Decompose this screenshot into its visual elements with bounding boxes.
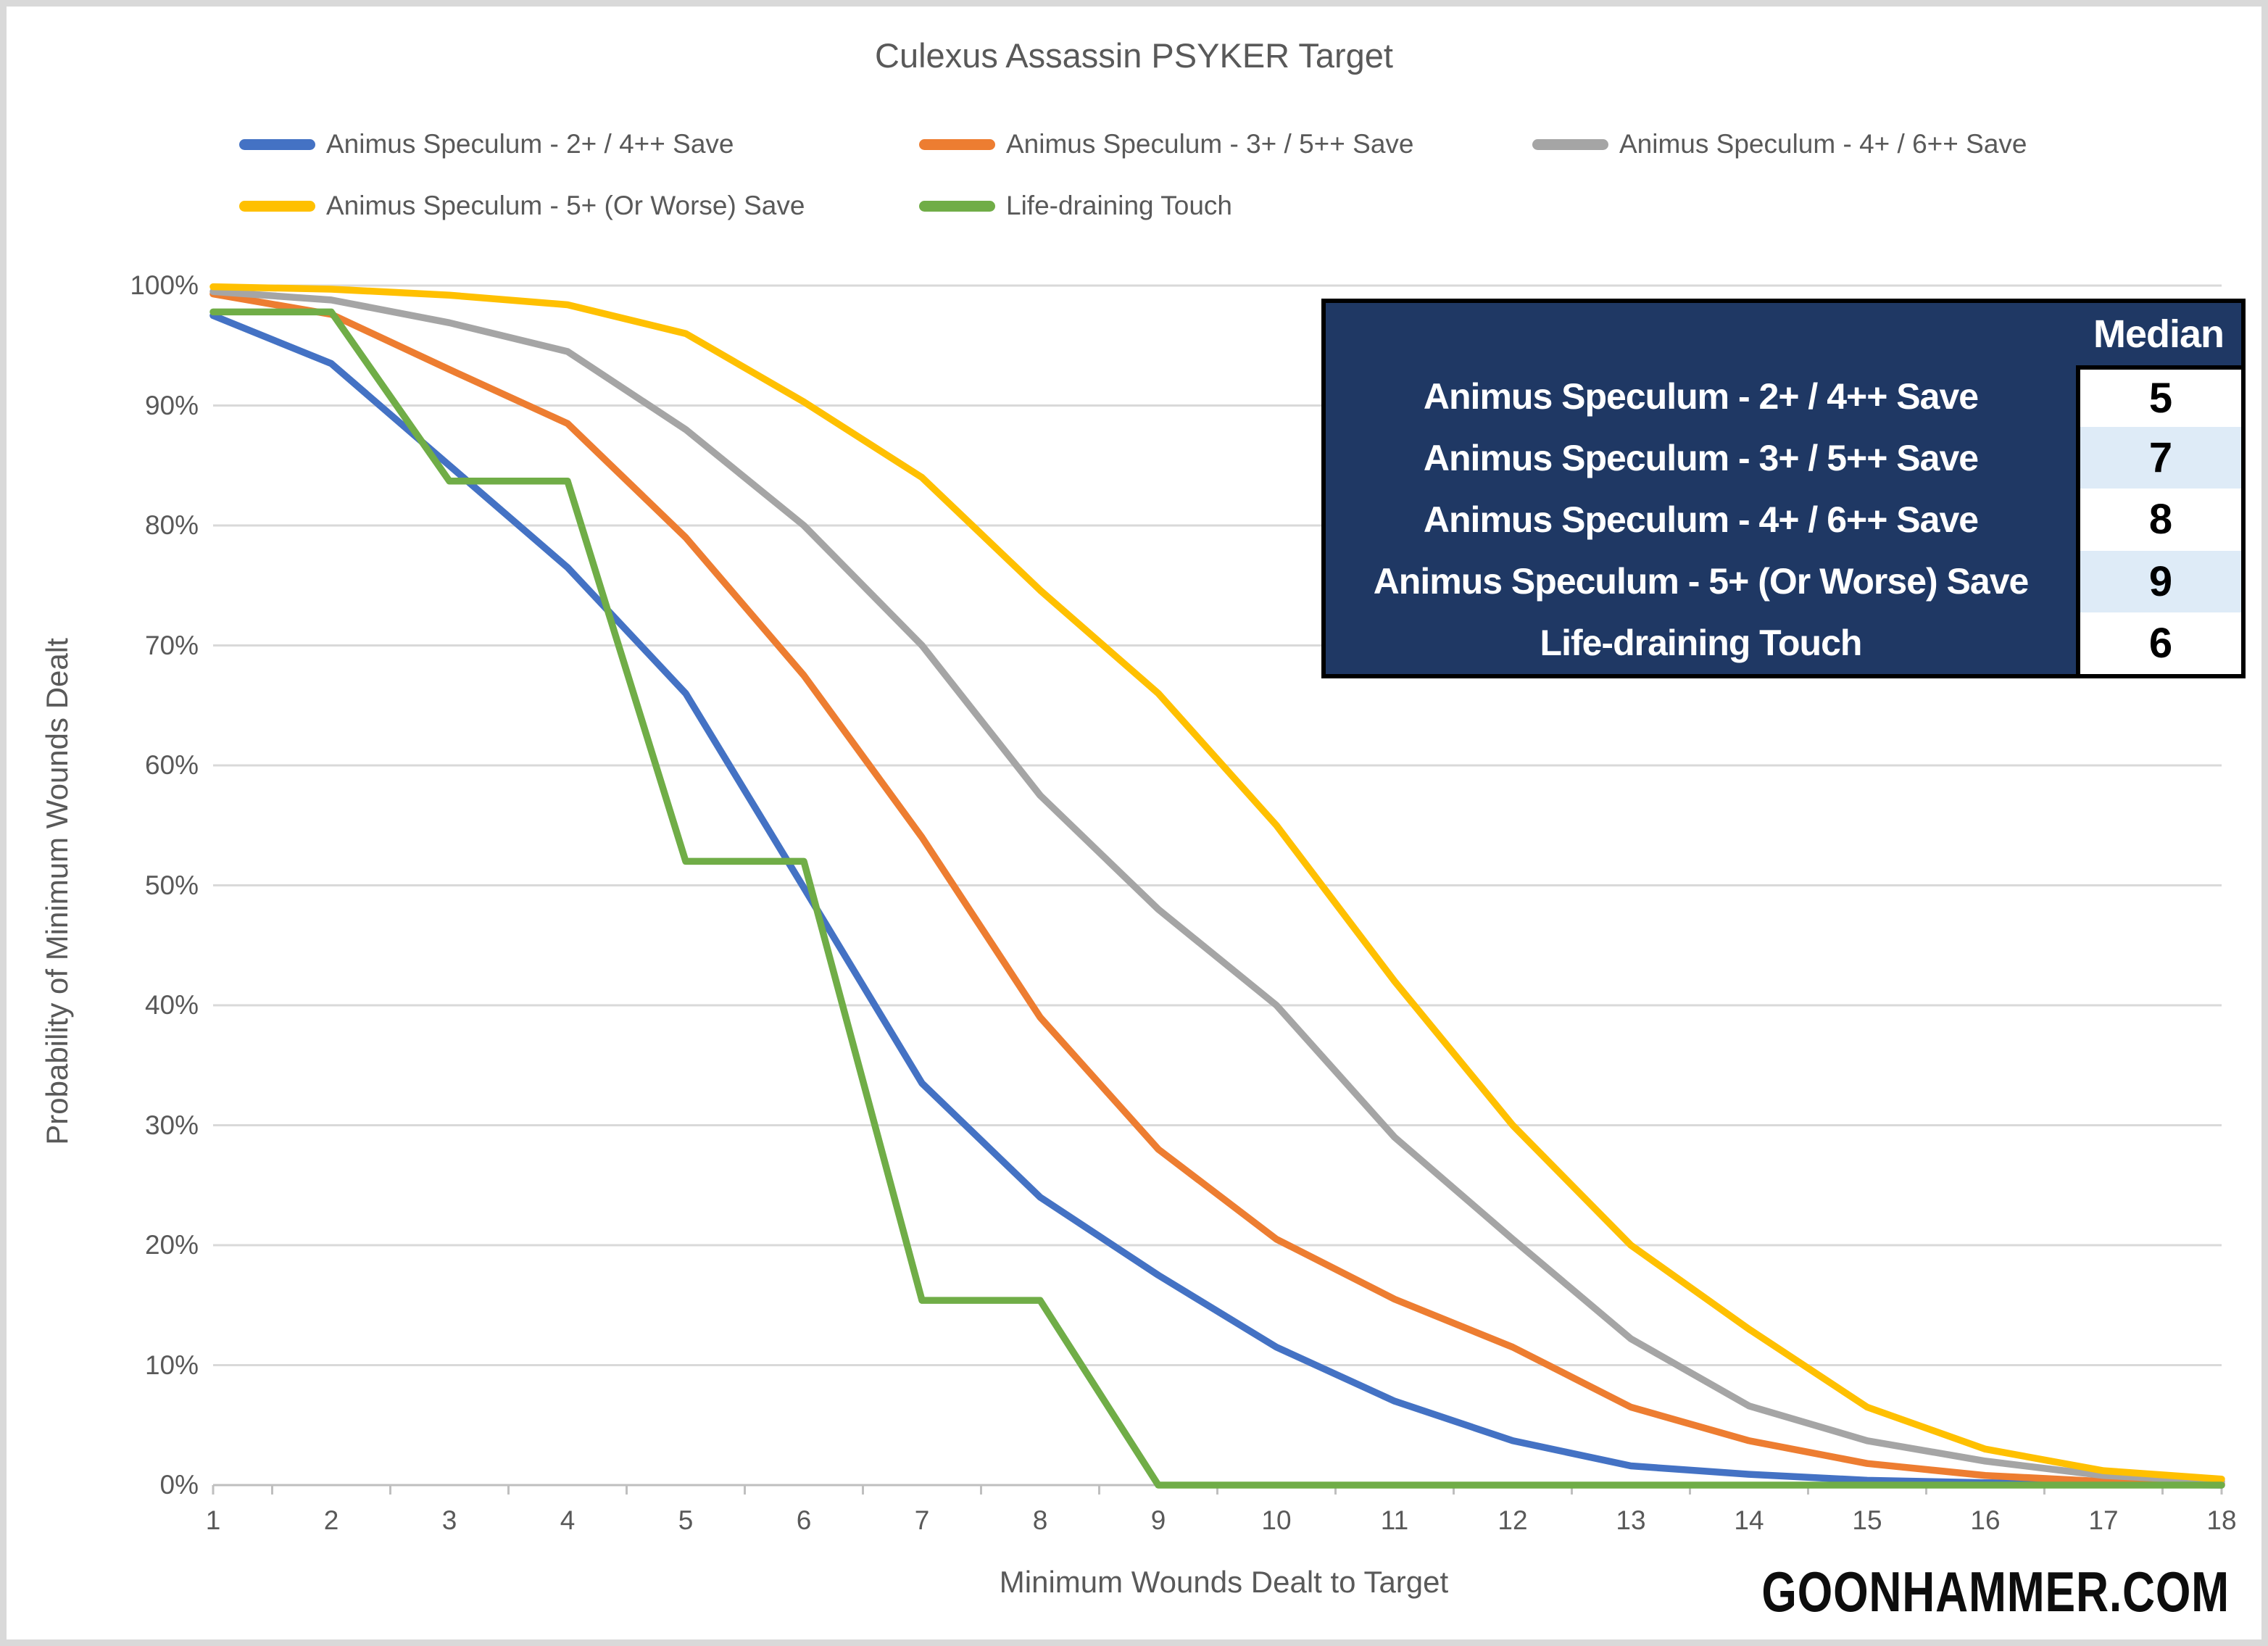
legend-label: Life-draining Touch	[1006, 191, 1232, 220]
y-tick-label: 60%	[144, 750, 199, 780]
legend-swatch-green-icon	[919, 200, 995, 212]
median-row-value: 8	[2076, 489, 2241, 551]
x-tick-label: 4	[560, 1505, 576, 1535]
y-tick-label: 90%	[144, 390, 199, 420]
median-table-corner	[1326, 303, 2076, 365]
legend-swatch-gray-icon	[1532, 138, 1608, 150]
median-row-label: Animus Speculum - 3+ / 5++ Save	[1423, 437, 1979, 478]
legend-item-life-draining-touch: Life-draining Touch	[919, 190, 1232, 222]
y-tick-label: 10%	[144, 1350, 199, 1380]
chart-title: Culexus Assassin PSYKER Target	[875, 36, 1393, 75]
median-row-label: Animus Speculum - 2+ / 4++ Save	[1423, 375, 1979, 417]
x-tick-label: 8	[1032, 1505, 1048, 1535]
series-line-animus-speculum-5-or-worse-save	[209, 283, 2225, 1483]
y-tick-label: 70%	[144, 630, 199, 660]
y-tick-label: 0%	[159, 1470, 199, 1500]
goonhammer-branding: GOONHAMMER.COM	[1761, 1560, 2230, 1624]
legend-label: Animus Speculum - 4+ / 6++ Save	[1619, 129, 2027, 159]
median-table: Median Animus Speculum - 2+ / 4++ Save 5…	[1321, 299, 2246, 678]
x-tick-label: 16	[1970, 1505, 2001, 1535]
legend-label: Animus Speculum - 5+ (Or Worse) Save	[326, 191, 805, 220]
median-row-value: 9	[2076, 550, 2241, 612]
x-tick-label: 17	[2088, 1505, 2119, 1535]
x-tick-label: 12	[1498, 1505, 1528, 1535]
line-plot	[209, 283, 2225, 1495]
y-axis-title: Probability of Minimum Wounds Dealt	[40, 638, 74, 1145]
x-axis-title: Minimum Wounds Dealt to Target	[999, 1565, 1449, 1599]
y-tick-label: 50%	[144, 870, 199, 900]
y-tick-label: 30%	[144, 1110, 199, 1140]
x-tick-label: 10	[1261, 1505, 1292, 1535]
y-tick-label: 80%	[144, 510, 199, 540]
series-line-animus-speculum-4-6-save	[209, 288, 2225, 1485]
x-tick-label: 1	[205, 1505, 221, 1535]
x-tick-label: 9	[1150, 1505, 1166, 1535]
median-row-value: 6	[2076, 612, 2241, 674]
x-tick-label: 3	[441, 1505, 457, 1535]
x-tick-label: 7	[914, 1505, 930, 1535]
legend-swatch-blue-icon	[239, 138, 315, 150]
legend-item-4plus-save: Animus Speculum - 4+ / 6++ Save	[1532, 128, 2027, 160]
median-row-value: 7	[2076, 427, 2241, 489]
legend-item-3plus-save: Animus Speculum - 3+ / 5++ Save	[919, 128, 1414, 160]
legend-label: Animus Speculum - 2+ / 4++ Save	[326, 129, 734, 159]
x-tick-label: 6	[796, 1505, 812, 1535]
legend-swatch-yellow-icon	[239, 200, 315, 212]
median-row-label: Animus Speculum - 4+ / 6++ Save	[1423, 499, 1979, 540]
median-row-label: Animus Speculum - 5+ (Or Worse) Save	[1373, 561, 2030, 602]
x-tick-label: 2	[323, 1505, 339, 1535]
x-tick-label: 5	[678, 1505, 694, 1535]
x-tick-label: 11	[1380, 1505, 1409, 1535]
y-tick-label: 40%	[144, 990, 199, 1020]
legend-item-5plus-save: Animus Speculum - 5+ (Or Worse) Save	[239, 190, 805, 222]
median-row-label: Life-draining Touch	[1540, 623, 1863, 664]
x-tick-label: 18	[2206, 1505, 2237, 1535]
series-line-animus-speculum-2-4-save	[209, 312, 2225, 1489]
series-line-life-draining-touch	[209, 308, 2225, 1489]
legend-label: Animus Speculum - 3+ / 5++ Save	[1006, 129, 1414, 159]
x-tick-label: 13	[1616, 1505, 1646, 1535]
legend-swatch-orange-icon	[919, 138, 995, 150]
y-tick-label: 100%	[130, 270, 199, 300]
median-row-value: 5	[2076, 365, 2241, 428]
x-tick-label: 14	[1734, 1505, 1764, 1535]
legend-item-2plus-save: Animus Speculum - 2+ / 4++ Save	[239, 128, 734, 160]
x-tick-label: 15	[1852, 1505, 1882, 1535]
y-tick-label: 20%	[144, 1230, 199, 1260]
median-table-header: Median	[2093, 312, 2225, 356]
series-line-animus-speculum-3-5-save	[209, 290, 2225, 1488]
